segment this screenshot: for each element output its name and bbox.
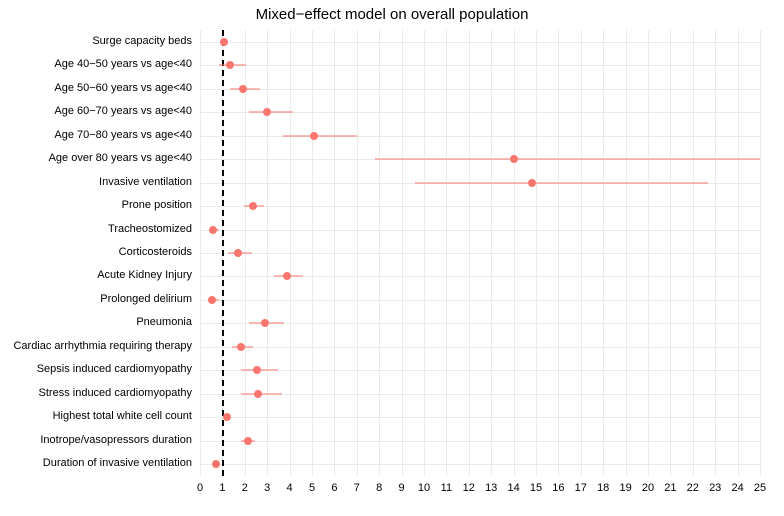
x-tick-label: 19 [619,482,631,494]
point-estimate [254,390,262,398]
x-tick-label: 8 [376,482,382,494]
x-tick-label: 14 [507,482,519,494]
forest-row [200,430,760,452]
forest-row [200,242,760,264]
y-tick-label: Surge capacity beds [92,35,192,47]
x-tick-label: 2 [242,482,248,494]
x-tick-label: 3 [264,482,270,494]
point-estimate [226,61,234,69]
point-estimate [234,249,242,257]
y-tick-label: Tracheostomized [108,223,192,235]
x-tick-label: 16 [552,482,564,494]
x-tick-label: 18 [597,482,609,494]
point-estimate [237,343,245,351]
y-tick-label: Invasive ventilation [99,176,192,188]
forest-row [200,148,760,170]
x-tick-label: 24 [731,482,743,494]
y-tick-label: Stress induced cardiomyopathy [39,387,192,399]
y-tick-label: Prone position [122,199,192,211]
point-estimate [261,319,269,327]
x-tick-label: 5 [309,482,315,494]
confidence-interval [283,135,357,136]
x-tick-label: 11 [441,482,452,494]
forest-row [200,195,760,217]
forest-row [200,219,760,241]
point-estimate [253,366,261,374]
point-estimate [208,296,216,304]
y-tick-label: Highest total white cell count [53,410,192,422]
point-estimate [528,179,536,187]
x-tick-label: 1 [219,482,225,494]
x-tick-label: 13 [485,482,497,494]
point-estimate [310,132,318,140]
point-estimate [510,155,518,163]
x-tick-label: 6 [331,482,337,494]
y-tick-label: Age 50−60 years vs age<40 [54,82,192,94]
y-tick-label: Acute Kidney Injury [97,269,192,281]
forest-row [200,54,760,76]
y-tick-label: Age 70−80 years vs age<40 [54,129,192,141]
forest-row [200,312,760,334]
x-tick-label: 12 [463,482,475,494]
point-estimate [283,272,291,280]
x-tick-label: 17 [575,482,587,494]
forest-row [200,359,760,381]
forest-row [200,172,760,194]
y-tick-label: Inotrope/vasopressors duration [40,434,192,446]
x-tick-label: 4 [287,482,293,494]
x-tick-label: 10 [418,482,430,494]
forest-row [200,125,760,147]
y-tick-label: Prolonged delirium [100,293,192,305]
reference-line [222,30,224,476]
point-estimate [263,108,271,116]
forest-row [200,101,760,123]
confidence-interval [375,159,760,160]
plot-area [200,30,760,476]
x-tick-label: 22 [687,482,699,494]
x-gridline [760,30,761,476]
point-estimate [249,202,257,210]
forest-row [200,265,760,287]
point-estimate [220,38,228,46]
x-tick-label: 20 [642,482,654,494]
y-tick-label: Age 60−70 years vs age<40 [54,105,192,117]
chart-title: Mixed−effect model on overall population [0,6,784,23]
x-tick-label: 23 [709,482,721,494]
point-estimate [212,460,220,468]
y-tick-label: Age 40−50 years vs age<40 [54,58,192,70]
point-estimate [209,226,217,234]
y-tick-label: Duration of invasive ventilation [43,457,192,469]
point-estimate [239,85,247,93]
y-tick-label: Corticosteroids [119,246,192,258]
point-estimate [244,437,252,445]
y-tick-label: Age over 80 years vs age<40 [49,152,192,164]
forest-row [200,289,760,311]
x-tick-label: 0 [197,482,203,494]
y-tick-label: Sepsis induced cardiomyopathy [37,363,192,375]
x-tick-label: 7 [354,482,360,494]
x-tick-label: 15 [530,482,542,494]
x-tick-label: 9 [399,482,405,494]
y-tick-label: Cardiac arrhythmia requiring therapy [13,340,192,352]
forest-plot: Mixed−effect model on overall population… [0,0,784,516]
forest-row [200,31,760,53]
forest-row [200,78,760,100]
forest-row [200,383,760,405]
x-tick-label: 25 [754,482,766,494]
forest-row [200,406,760,428]
y-tick-label: Pneumonia [136,316,192,328]
x-tick-label: 21 [664,482,676,494]
forest-row [200,453,760,475]
forest-row [200,336,760,358]
confidence-interval [415,182,708,183]
point-estimate [223,413,231,421]
